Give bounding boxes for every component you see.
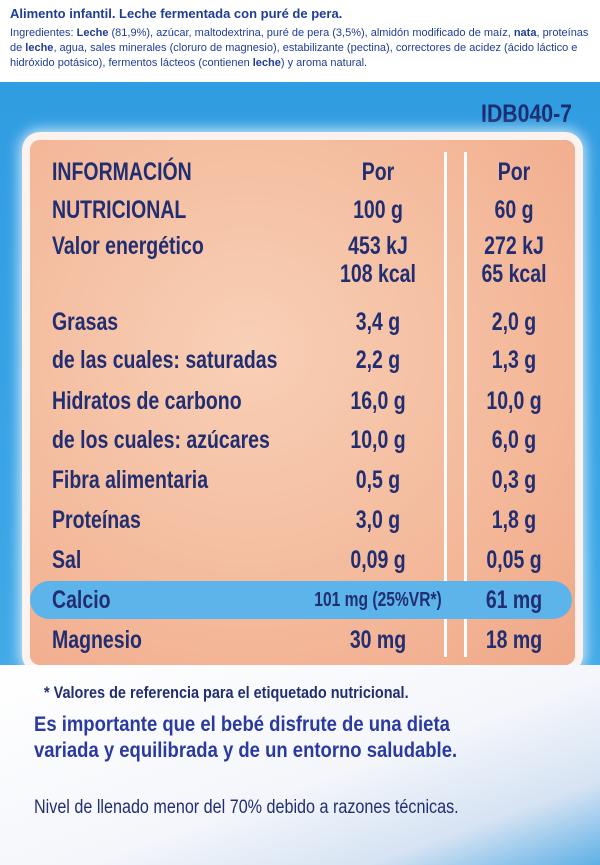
advice-note: Es importante que el bebé disfrute de un… <box>34 713 458 762</box>
ingredients: Ingredientes: Leche (81,9%), azúcar, mal… <box>10 26 595 71</box>
row-label: Magnesio <box>52 626 142 654</box>
product-code: IDB040-7 <box>481 100 572 128</box>
nutrition-panel <box>30 140 575 665</box>
ingredient-text: (81,9%), azúcar, maltodextrina, puré de … <box>108 27 514 39</box>
cell-value: 453 kJ <box>348 232 408 260</box>
row-label: Grasas <box>52 308 119 336</box>
row-label: de los cuales: azúcares <box>52 426 270 454</box>
cell-value: 2,0 g <box>491 308 537 336</box>
cell-value: 3,4 g <box>355 308 401 336</box>
row-label: Hidratos de carbono <box>52 387 242 415</box>
cell-value: 0,5 g <box>355 466 401 494</box>
cell-value: Por <box>361 158 395 186</box>
cell-value: 3,0 g <box>355 506 401 534</box>
column-divider <box>464 152 467 657</box>
cell-value: 1,8 g <box>491 506 537 534</box>
cell-value: 6,0 g <box>491 426 537 454</box>
cell-value: 10,0 g <box>350 426 406 454</box>
cell-value: 272 kJ <box>484 232 544 260</box>
row-label: Calcio <box>52 586 111 614</box>
cell-value: 0,3 g <box>491 466 537 494</box>
row-label: de las cuales: saturadas <box>52 346 278 374</box>
ingredient-text: Leche <box>76 27 109 39</box>
cell-value: 1,3 g <box>491 346 537 374</box>
cell-value: 0,09 g <box>350 546 406 574</box>
row-label: Valor energético <box>52 232 204 260</box>
cell-value: 16,0 g <box>350 387 406 415</box>
cell-value: 18 mg <box>485 626 543 654</box>
product-title: Alimento infantil. Leche fermentada con … <box>10 6 343 21</box>
cell-value: 101 mg (25%VR*) <box>314 589 442 611</box>
row-label: NUTRICIONAL <box>52 196 187 224</box>
row-label: Sal <box>52 546 82 574</box>
cell-value: 65 kcal <box>481 260 547 288</box>
ingredient-text: ) y aroma natural. <box>280 57 368 69</box>
cell-value: 0,05 g <box>486 546 542 574</box>
row-label: Proteínas <box>52 506 141 534</box>
row-label: INFORMACIÓN <box>52 158 192 186</box>
cell-value: Por <box>497 158 531 186</box>
cell-value: 2,2 g <box>355 346 401 374</box>
ingredient-text: Ingredientes: <box>10 27 77 39</box>
ingredient-text: leche <box>252 57 281 69</box>
cell-value: 100 g <box>353 196 403 224</box>
bottom-band <box>0 665 600 865</box>
cell-value: 10,0 g <box>486 387 542 415</box>
ingredient-text: , proteínas de <box>10 27 589 54</box>
cell-value: 108 kcal <box>340 260 416 288</box>
fill-level-note: Nivel de llenado menor del 70% debido a … <box>34 797 459 818</box>
cell-value: 60 g <box>494 196 534 224</box>
ingredient-text: leche <box>25 42 54 54</box>
top-band <box>0 0 600 82</box>
row-label: Fibra alimentaria <box>52 466 209 494</box>
row-highlight <box>30 581 572 619</box>
ingredient-text: , agua, sales minerales (cloruro de magn… <box>10 42 578 69</box>
cell-value: 61 mg <box>485 586 543 614</box>
ingredient-text: nata <box>513 27 537 39</box>
cell-value: 30 mg <box>349 626 407 654</box>
footnote: * Valores de referencia para el etiqueta… <box>44 683 409 702</box>
column-divider <box>444 152 447 657</box>
